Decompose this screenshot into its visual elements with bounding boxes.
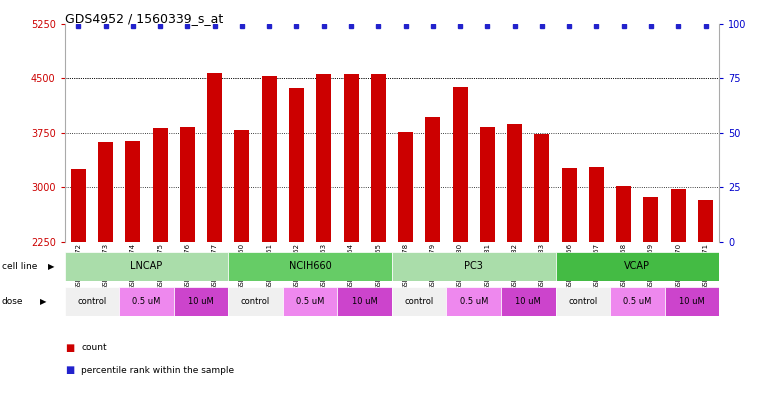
Text: percentile rank within the sample: percentile rank within the sample (81, 366, 234, 375)
Bar (343, 74, 358, 242)
Bar (556, 287, 610, 316)
Text: cell line: cell line (2, 262, 37, 271)
Bar (644, 196, 658, 242)
Bar (698, 200, 713, 242)
Bar (447, 287, 501, 316)
Text: ▶: ▶ (48, 262, 55, 271)
Bar (98, 142, 113, 242)
Bar (610, 287, 664, 316)
Bar (556, 252, 719, 281)
Text: 0.5 uM: 0.5 uM (460, 297, 488, 306)
Bar (289, 88, 304, 242)
Text: VCAP: VCAP (624, 261, 651, 271)
Text: dose: dose (2, 297, 23, 306)
Text: count: count (81, 343, 107, 352)
Text: 0.5 uM: 0.5 uM (132, 297, 161, 306)
Bar (228, 252, 392, 281)
Bar (425, 118, 441, 242)
Text: 10 uM: 10 uM (188, 297, 214, 306)
Bar (126, 141, 140, 242)
Text: 0.5 uM: 0.5 uM (623, 297, 651, 306)
Bar (234, 130, 250, 242)
Text: control: control (241, 297, 270, 306)
Text: NCIH660: NCIH660 (288, 261, 332, 271)
Bar (317, 74, 331, 242)
Bar (371, 74, 386, 242)
Text: 10 uM: 10 uM (352, 297, 377, 306)
Bar (616, 186, 631, 242)
Text: control: control (405, 297, 434, 306)
Bar (262, 76, 277, 242)
Bar (174, 287, 228, 316)
Text: ■: ■ (65, 343, 74, 353)
Bar (283, 287, 337, 316)
Bar (664, 287, 719, 316)
Bar (589, 167, 604, 242)
Text: 10 uM: 10 uM (679, 297, 705, 306)
Text: LNCAP: LNCAP (130, 261, 163, 271)
Bar (71, 169, 86, 242)
Bar (119, 287, 174, 316)
Text: PC3: PC3 (464, 261, 483, 271)
Bar (534, 134, 549, 242)
Text: GDS4952 / 1560339_s_at: GDS4952 / 1560339_s_at (65, 12, 223, 25)
Bar (207, 73, 222, 242)
Bar (180, 127, 195, 242)
Bar (670, 189, 686, 242)
Text: control: control (568, 297, 597, 306)
Bar (228, 287, 283, 316)
Bar (398, 132, 413, 242)
Bar (501, 287, 556, 316)
Text: 0.5 uM: 0.5 uM (296, 297, 324, 306)
Text: control: control (78, 297, 107, 306)
Text: ■: ■ (65, 365, 74, 375)
Bar (453, 87, 467, 242)
Bar (507, 124, 522, 242)
Text: 10 uM: 10 uM (515, 297, 541, 306)
Bar (65, 287, 119, 316)
Bar (392, 252, 556, 281)
Bar (65, 252, 228, 281)
Bar (153, 128, 167, 242)
Text: ▶: ▶ (40, 297, 46, 306)
Bar (392, 287, 447, 316)
Bar (337, 287, 392, 316)
Bar (562, 168, 577, 242)
Bar (480, 127, 495, 242)
